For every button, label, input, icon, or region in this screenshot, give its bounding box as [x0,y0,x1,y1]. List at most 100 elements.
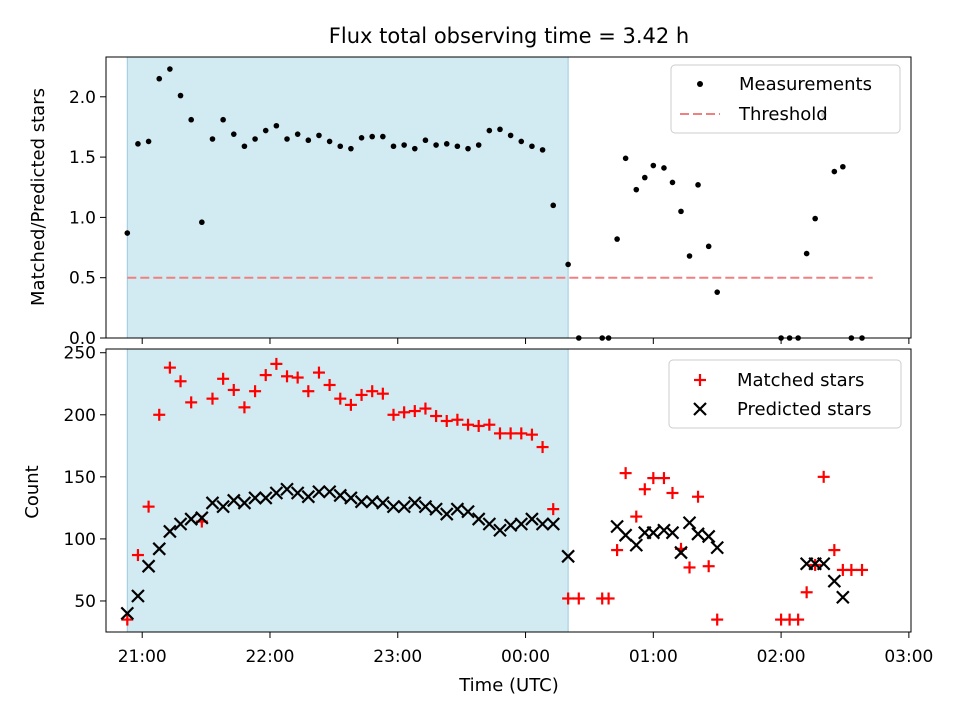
matched-stars-point [376,387,389,400]
matched-stars-point [408,405,421,418]
measurement-point [316,132,322,139]
predicted-stars-point [163,524,177,539]
predicted-stars-point [461,504,475,519]
matched-stars-point [547,503,560,516]
measurement-point [497,126,503,133]
matched-stars-point [302,385,315,398]
matched-stars-point [419,402,432,415]
ratio-points [124,66,865,341]
matched-legend-marker [694,374,706,386]
predicted-stars-point [525,512,539,526]
predicted-stars-point [226,493,241,508]
matched-stars-point [163,361,176,374]
predicted-stars-point [152,542,167,556]
matched-stars-point [525,428,538,441]
predicted-stars-point [120,606,135,621]
predicted-stars-point [312,484,326,499]
matched-stars-point [602,592,615,605]
predicted-stars-point [482,517,497,531]
measurement-point [284,136,290,142]
matched-stars-point [440,414,453,427]
matched-stars-point [702,560,715,573]
predicted-stars-point [657,523,671,537]
predicted-stars-point [816,556,831,571]
predicted-stars-point [269,486,284,500]
measurement-point [199,219,205,226]
predicted-stars-point [301,489,316,504]
y-tick-label: 200 [64,406,96,426]
matched-stars-point [344,398,357,411]
measurement-point [507,132,514,139]
matched-stars-point [515,427,528,440]
predicted-stars-point [514,517,529,531]
y-tick-label: 0.5 [69,269,96,289]
measurement-point [539,147,546,153]
predicted-stars-point [493,523,507,537]
predicted-stars-point [386,499,401,514]
matched-stars-point [683,561,696,574]
count-ticks: 50 100 150 200 250 [64,344,910,638]
measurement-point [661,165,667,171]
ratio-panel: 0.00.51.01.52.0 Matched/Predicted stars … [28,56,912,349]
matched-stars-point [312,366,325,379]
measurement-point [443,141,450,147]
ratio-ticks: 0.0 0.5 1.0 1.5 2.0 [69,88,910,349]
x-axis-ticks: 21:00 22:00 23:00 00:00 01:00 02:00 03:00 [118,647,934,667]
measurements-legend-marker [697,81,703,87]
measurement-point [454,143,461,150]
predicted-stars-point [665,525,680,540]
matched-stars-point [185,396,198,409]
count-points [120,357,869,626]
matched-stars-point [206,392,219,405]
predicted-stars-point [629,538,644,552]
measurement-point [840,163,846,170]
measurement-point [390,143,397,150]
matched-stars-point [562,592,575,605]
chart-title: Flux total observing time = 3.42 h [329,24,689,48]
predicted-stars-point [450,502,465,516]
matched-stars-point [142,500,155,513]
x-tick-label: 03:00 [884,647,933,667]
matched-stars-point [800,586,813,599]
measurement-point [550,202,557,209]
measurement-point [326,138,333,145]
matched-stars-point [845,563,858,576]
predicted-stars-point [344,491,358,505]
measurement-point [812,215,818,222]
measurement-point [348,145,354,152]
predicted-stars-point [131,589,145,603]
matched-stars-point [174,375,187,388]
predicted-stars-point [258,491,273,505]
measurement-point [167,66,173,72]
predicted-stars-point [397,499,411,514]
measurement-point [465,145,471,152]
measurement-point [145,138,152,145]
measurement-point [705,243,712,250]
predicted-stars-point [439,507,454,521]
measurement-point [358,135,365,141]
measurement-point [273,122,280,129]
matched-stars-point [619,467,632,480]
matched-stars-point [856,563,869,576]
measurement-point [529,143,535,150]
measurement-point [614,236,620,242]
predicted-stars-point [216,499,230,514]
matched-stars-point [387,408,400,421]
predicted-legend-marker [693,402,707,416]
matched-stars-point [462,418,475,431]
measurement-point [135,141,141,147]
count-legend: Matched stars Predicted stars [668,359,902,429]
x-axis-label: Time (UTC) [458,675,559,696]
measurement-point [622,155,629,162]
predicted-legend-label: Predicted stars [737,399,871,420]
matched-stars-point [647,472,660,485]
matched-stars-point [483,418,496,431]
matched-stars-point [572,592,585,605]
predicted-stars-point [471,512,486,526]
measurement-point [641,174,648,181]
measurement-point [411,145,418,152]
predicted-stars-point [237,496,252,510]
predicted-stars-point [205,496,220,510]
measurement-point [486,127,493,134]
x-tick-label: 21:00 [118,647,167,667]
